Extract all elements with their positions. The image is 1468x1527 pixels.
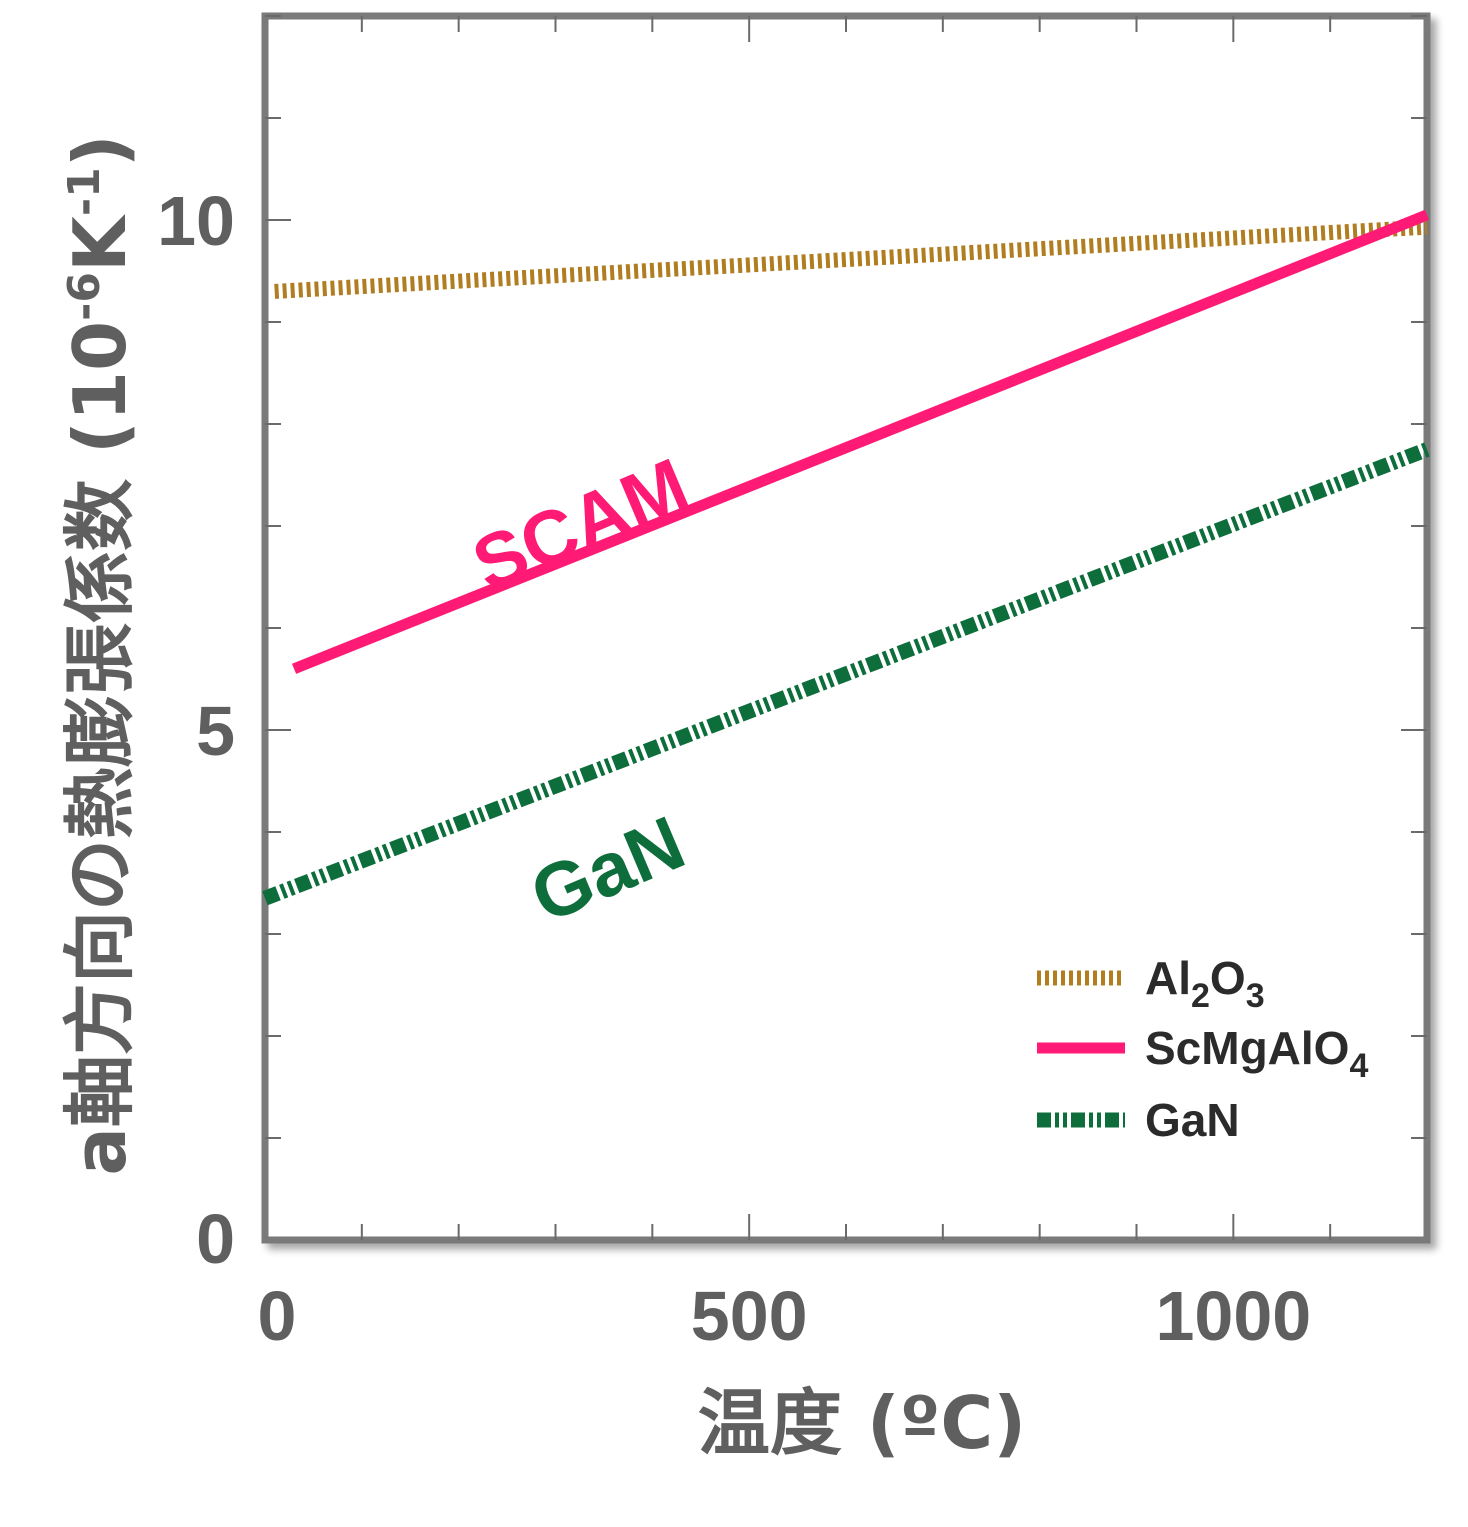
x-tick-label: 1000 (1155, 1277, 1311, 1355)
series-line-gan (262, 442, 1430, 906)
y-tick-label: 0 (196, 1200, 235, 1278)
y-axis-title: a軸方向の熱膨張係数 (10-6K-1) (58, 134, 142, 1175)
axis-ticks (265, 15, 1427, 1240)
x-tick-label: 0 (258, 1277, 297, 1355)
series-line-al2o3 (274, 219, 1428, 299)
plot-area (261, 12, 1431, 1244)
series-layer (262, 209, 1430, 906)
y-tick-label: 10 (157, 182, 235, 260)
legend: Al2O3 ScMgAlO4 GaN (1037, 952, 1368, 1146)
tick-labels: 0 500 1000 0 5 10 (157, 182, 1311, 1355)
x-axis-title: 温度 (ºC) (698, 1381, 1026, 1465)
series-line-scmgalo4 (292, 209, 1430, 674)
y-tick-label: 5 (196, 692, 235, 770)
x-tick-label: 500 (691, 1277, 808, 1355)
legend-label-al2o3: Al2O3 (1145, 952, 1265, 1015)
legend-label-scmgalo4: ScMgAlO4 (1145, 1022, 1368, 1085)
legend-label-gan: GaN (1145, 1094, 1240, 1146)
